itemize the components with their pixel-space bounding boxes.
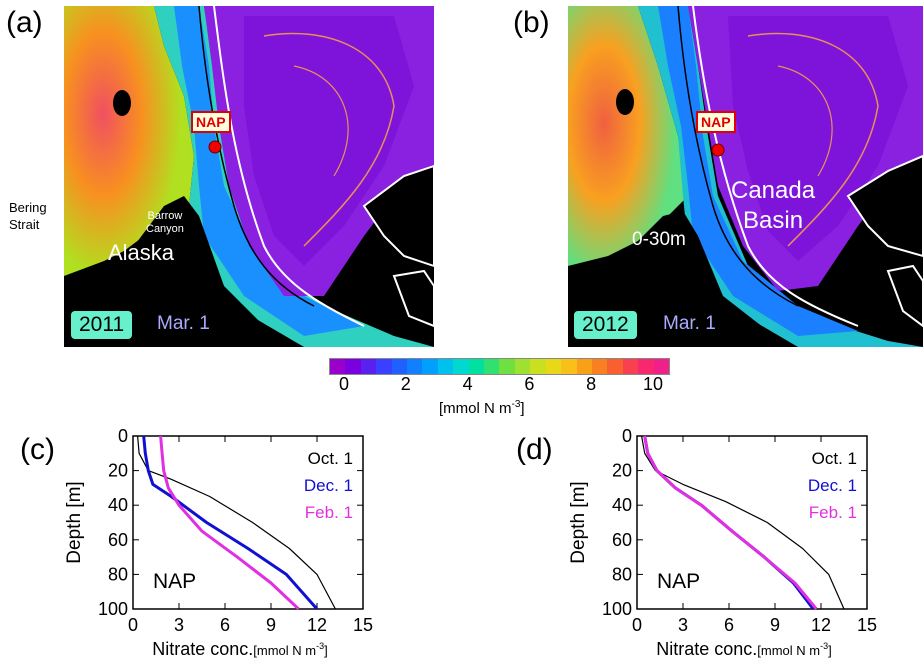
chart-annotation: NAP: [657, 570, 700, 593]
x-tick-label: 15: [857, 615, 877, 635]
plot-frame: [132, 435, 364, 610]
colorbar-tick-label: 8: [586, 374, 597, 394]
colorbar-swatch: [360, 359, 377, 374]
colorbar-swatch: [345, 359, 361, 374]
x-tick-label: 0: [128, 615, 138, 635]
date-label-a: Mar. 1: [157, 313, 210, 334]
legend-entry: Feb. 1: [809, 503, 857, 522]
x-tick-label: 12: [307, 615, 327, 635]
colorbar-swatch: [407, 359, 423, 374]
legend-entry: Oct. 1: [308, 449, 353, 468]
y-tick-label: 20: [108, 461, 128, 481]
y-tick-label: 80: [108, 564, 128, 584]
y-axis-label: Depth [m]: [64, 481, 85, 563]
colorbar-tick-label: 10: [642, 374, 664, 394]
colorbar: [329, 358, 670, 375]
x-tick-label: 6: [724, 615, 734, 635]
colorbar-swatch: [638, 359, 654, 374]
colorbar-swatch: [530, 359, 546, 374]
legend-entry: Dec. 1: [304, 476, 353, 495]
profile-chart-d: 0 3 6 9 12 15 0 20 40 60 80 100 Depth [m] Nitrate con…: [568, 426, 877, 659]
y-tick-label: 80: [612, 564, 632, 584]
x-axis-label: Nitrate conc.[mmol N m-3]: [656, 639, 832, 659]
bering-strait-label: Bering Strait: [9, 200, 47, 232]
x-tick-label: 9: [770, 615, 780, 635]
y-tick-label: 0: [118, 426, 128, 446]
chart-annotation: NAP: [153, 570, 196, 593]
colorbar-swatch: [545, 359, 562, 374]
legend-entry: Feb. 1: [305, 503, 353, 522]
colorbar-swatch: [514, 359, 531, 374]
x-tick-label: 9: [266, 615, 276, 635]
colorbar-swatch: [591, 359, 608, 374]
x-axis-label: Nitrate conc.[mmol N m-3]: [152, 639, 328, 659]
colorbar-swatch: [468, 359, 485, 374]
panel-label-c: (c): [20, 433, 55, 466]
date-label-b: Mar. 1: [663, 313, 716, 334]
colorbar-swatch: [576, 359, 592, 374]
map-2011: [64, 6, 434, 347]
x-tick-label: 12: [811, 615, 831, 635]
colorbar-swatch: [499, 359, 515, 374]
colorbar-swatch: [561, 359, 577, 374]
x-tick-label: 6: [220, 615, 230, 635]
colorbar-swatch: [391, 359, 408, 374]
barrow-canyon-label: Barrow Canyon: [146, 210, 184, 235]
colorbar-tick-label: 6: [524, 374, 535, 394]
y-axis-label: Depth [m]: [568, 481, 589, 563]
colorbar-swatch: [437, 359, 454, 374]
y-tick-label: 100: [602, 599, 632, 619]
y-tick-label: 60: [612, 530, 632, 550]
nap-tag-b: NAP: [696, 111, 736, 133]
y-tick-label: 40: [108, 495, 128, 515]
colorbar-swatch: [453, 359, 469, 374]
series-line: [641, 435, 845, 610]
y-tick-label: 60: [108, 530, 128, 550]
colorbar-swatch: [484, 359, 500, 374]
colorbar-swatch: [607, 359, 623, 374]
nap-tag-a: NAP: [191, 111, 231, 133]
x-tick-label: 3: [174, 615, 184, 635]
colorbar-swatch: [422, 359, 438, 374]
colorbar-swatch: [653, 359, 669, 374]
year-badge-2011: 2011: [71, 311, 133, 339]
panel-label-a: (a): [6, 6, 43, 39]
canada-basin-label: Canada Basin: [731, 177, 816, 234]
colorbar-swatch: [376, 359, 392, 374]
colorbar-tick-label: 2: [400, 374, 411, 394]
panel-label-d: (d): [516, 433, 553, 466]
legend-entry: Oct. 1: [812, 449, 857, 468]
colorbar-swatch: [622, 359, 639, 374]
colorbar-unit: [mmol N m-3]: [439, 399, 525, 417]
x-tick-label: 3: [678, 615, 688, 635]
plot-frame: [636, 435, 868, 610]
colorbar-tick-label: 0: [338, 374, 350, 394]
year-badge-2012: 2012: [574, 311, 637, 339]
series-line: [137, 435, 336, 610]
panel-label-b: (b): [513, 6, 550, 39]
legend-entry: Dec. 1: [808, 476, 857, 495]
x-tick-label: 0: [632, 615, 642, 635]
map-2012: [568, 6, 923, 347]
y-tick-label: 100: [98, 599, 128, 619]
colorbar-swatch: [330, 359, 346, 374]
series-line: [142, 435, 319, 610]
alaska-label: Alaska: [108, 240, 175, 265]
series-line: [159, 435, 300, 611]
colorbar-tick-label: 4: [462, 374, 473, 394]
series-line: [643, 435, 818, 610]
profile-chart-c: 0 3 6 9 12 15 0 20 40 60 80 100 Depth [m] Nitrate con…: [64, 426, 373, 659]
y-tick-label: 20: [612, 461, 632, 481]
y-tick-label: 40: [612, 495, 632, 515]
depth-range-label: 0-30m: [632, 229, 686, 250]
x-tick-label: 15: [353, 615, 373, 635]
y-tick-label: 0: [622, 426, 632, 446]
